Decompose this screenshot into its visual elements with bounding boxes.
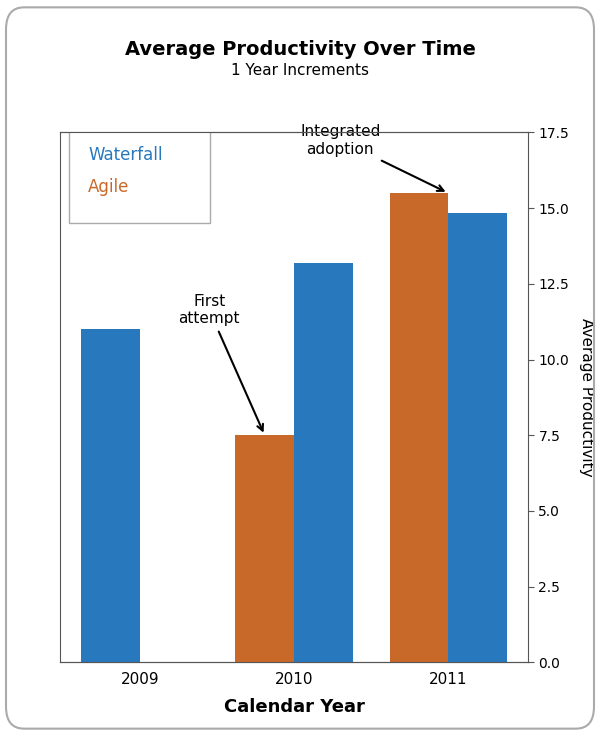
Text: Waterfall: Waterfall: [88, 146, 163, 163]
Bar: [389, 193, 448, 662]
Y-axis label: Average Productivity: Average Productivity: [579, 318, 594, 477]
Bar: [81, 329, 140, 662]
Text: Integrated
adoption: Integrated adoption: [300, 124, 443, 191]
Text: Waterfall: Waterfall: [83, 149, 158, 166]
Text: Agile: Agile: [88, 177, 130, 196]
Text: 1 Year Increments: 1 Year Increments: [231, 63, 369, 77]
Bar: [294, 263, 353, 662]
Text: First
attempt: First attempt: [178, 294, 263, 431]
FancyBboxPatch shape: [70, 130, 210, 222]
Text: Agile: Agile: [83, 191, 125, 209]
Text: Average Productivity Over Time: Average Productivity Over Time: [125, 40, 475, 60]
X-axis label: Calendar Year: Calendar Year: [224, 698, 364, 716]
Bar: [448, 213, 507, 662]
Bar: [235, 435, 294, 662]
